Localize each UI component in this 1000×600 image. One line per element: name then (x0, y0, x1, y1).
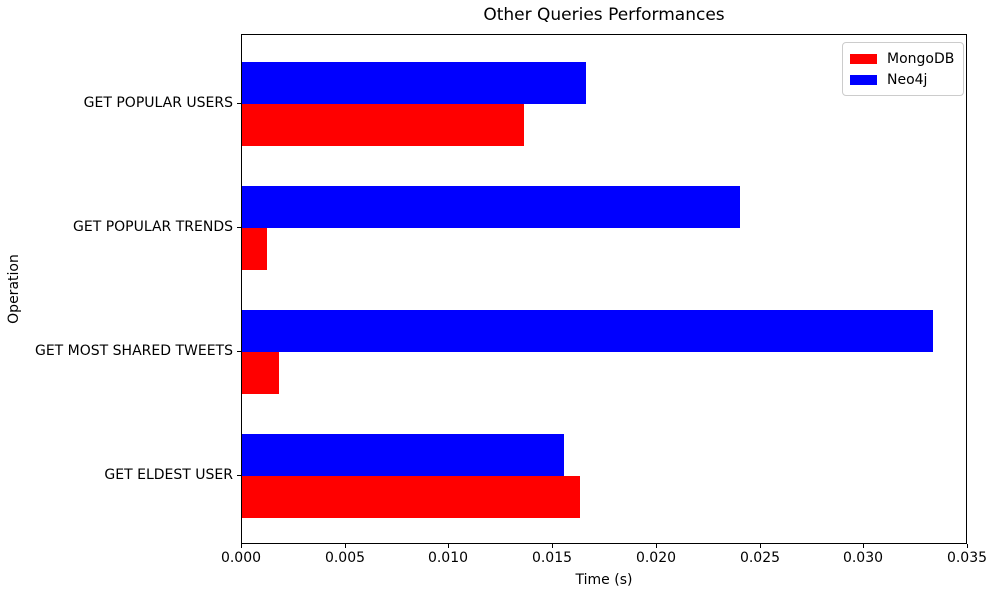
y-tick-mark-0 (237, 103, 241, 104)
bar-neo4j-1 (242, 186, 740, 228)
x-tick-mark-4 (656, 544, 657, 548)
x-tick-label-5: 0.025 (739, 550, 781, 566)
x-tick-mark-6 (863, 544, 864, 548)
y-tick-mark-2 (237, 351, 241, 352)
x-tick-mark-2 (448, 544, 449, 548)
y-tick-label-0: GET POPULAR USERS (83, 95, 233, 111)
x-tick-mark-0 (241, 544, 242, 548)
y-tick-mark-1 (237, 227, 241, 228)
bar-mongodb-1 (242, 228, 267, 270)
chart-title: Other Queries Performances (483, 5, 725, 25)
y-tick-label-1: GET POPULAR TRENDS (73, 219, 233, 235)
bar-neo4j-2 (242, 310, 933, 352)
x-tick-label-4: 0.020 (635, 550, 677, 566)
x-tick-label-1: 0.005 (324, 550, 366, 566)
y-tick-label-2: GET MOST SHARED TWEETS (34, 343, 233, 359)
legend-swatch-mongodb (850, 53, 877, 64)
bar-neo4j-3 (242, 434, 564, 476)
x-axis-label: Time (s) (575, 572, 633, 588)
plot-area (241, 34, 967, 544)
x-tick-label-2: 0.010 (427, 550, 469, 566)
bar-mongodb-3 (242, 476, 580, 518)
legend-item-neo4j: Neo4j (850, 69, 954, 90)
bar-neo4j-0 (242, 62, 586, 104)
x-tick-label-6: 0.030 (842, 550, 884, 566)
x-tick-label-3: 0.015 (531, 550, 573, 566)
legend-label-neo4j: Neo4j (887, 71, 928, 88)
legend-label-mongodb: MongoDB (887, 50, 955, 67)
x-tick-mark-3 (552, 544, 553, 548)
bar-mongodb-0 (242, 104, 524, 146)
x-tick-label-0: 0.000 (220, 550, 262, 566)
y-tick-label-3: GET ELDEST USER (104, 467, 233, 483)
x-tick-mark-1 (345, 544, 346, 548)
legend-swatch-neo4j (850, 74, 877, 85)
x-tick-mark-5 (760, 544, 761, 548)
y-tick-mark-3 (237, 475, 241, 476)
x-tick-mark-7 (967, 544, 968, 548)
legend: MongoDB Neo4j (842, 42, 965, 96)
legend-item-mongodb: MongoDB (850, 48, 954, 69)
bar-mongodb-2 (242, 352, 279, 394)
x-tick-label-7: 0.035 (946, 550, 988, 566)
y-axis-label: Operation (6, 254, 22, 324)
